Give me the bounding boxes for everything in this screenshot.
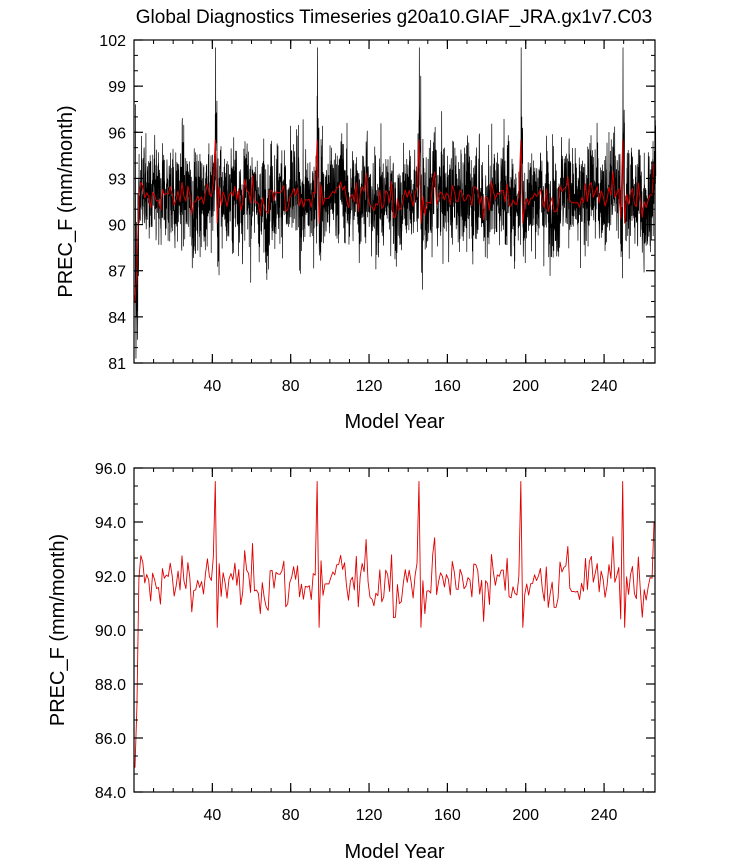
bottom-y-axis-title: PREC_F (mm/month)	[47, 534, 69, 726]
top-plot-frame	[133, 39, 656, 364]
bottom-x-tick-label: 120	[356, 807, 383, 824]
figure-title: Global Diagnostics Timeseries g20a10.GIA…	[136, 7, 652, 28]
top-monthly-series-line	[134, 47, 657, 359]
bottom-y-tick-label: 92.0	[95, 569, 126, 586]
top-x-axis-title: Model Year	[344, 411, 444, 433]
top-y-tick-label: 84	[108, 310, 126, 327]
top-y-tick-label: 102	[99, 33, 126, 50]
top-annual-series-line	[134, 139, 655, 304]
top-y-axis-title: PREC_F (mm/month)	[55, 105, 77, 297]
bottom-x-tick-label: 80	[282, 807, 300, 824]
bottom-y-tick-label: 96.0	[95, 461, 126, 478]
bottom-y-tick-label: 86.0	[95, 731, 126, 748]
top-ticks-group: 40 80 120 160 200 240 81 84 87 90 93 96 99 102	[99, 33, 655, 395]
top-y-tick-label: 93	[108, 171, 126, 188]
bottom-x-tick-label: 40	[203, 807, 221, 824]
bottom-plot-frame	[133, 467, 656, 793]
top-x-tick-label: 160	[434, 378, 461, 395]
top-y-tick-label: 81	[108, 356, 126, 373]
bottom-y-tick-label: 84.0	[95, 785, 126, 802]
bottom-x-tick-label: 240	[591, 807, 618, 824]
bottom-x-axis-title: Model Year	[344, 841, 444, 863]
bottom-y-tick-label: 90.0	[95, 623, 126, 640]
bottom-series-group	[134, 481, 655, 768]
top-x-tick-label: 200	[512, 378, 539, 395]
top-x-tick-label: 120	[356, 378, 383, 395]
top-panel: 40 80 120 160 200 240 81 84 87 90 93 96 99 102 Model …	[55, 33, 657, 433]
top-y-tick-label: 87	[108, 264, 126, 281]
bottom-x-tick-label: 160	[434, 807, 461, 824]
top-x-tick-label: 40	[203, 378, 221, 395]
bottom-x-tick-label: 200	[512, 807, 539, 824]
top-x-tick-label: 240	[591, 378, 618, 395]
bottom-panel: 40 80 120 160 200 240 84.0 86.0 88.0 90.0 92.0 94.0…	[47, 461, 656, 863]
bottom-y-tick-label: 88.0	[95, 677, 126, 694]
top-x-tick-label: 80	[282, 378, 300, 395]
top-y-tick-label: 99	[108, 79, 126, 96]
top-series-group	[134, 47, 657, 359]
top-y-tick-label: 96	[108, 125, 126, 142]
bottom-annual-series-line	[134, 481, 655, 768]
bottom-y-tick-label: 94.0	[95, 515, 126, 532]
top-y-tick-label: 90	[108, 218, 126, 235]
bottom-ticks-group: 40 80 120 160 200 240 84.0 86.0 88.0 90.0 92.0 94.0…	[95, 461, 655, 824]
